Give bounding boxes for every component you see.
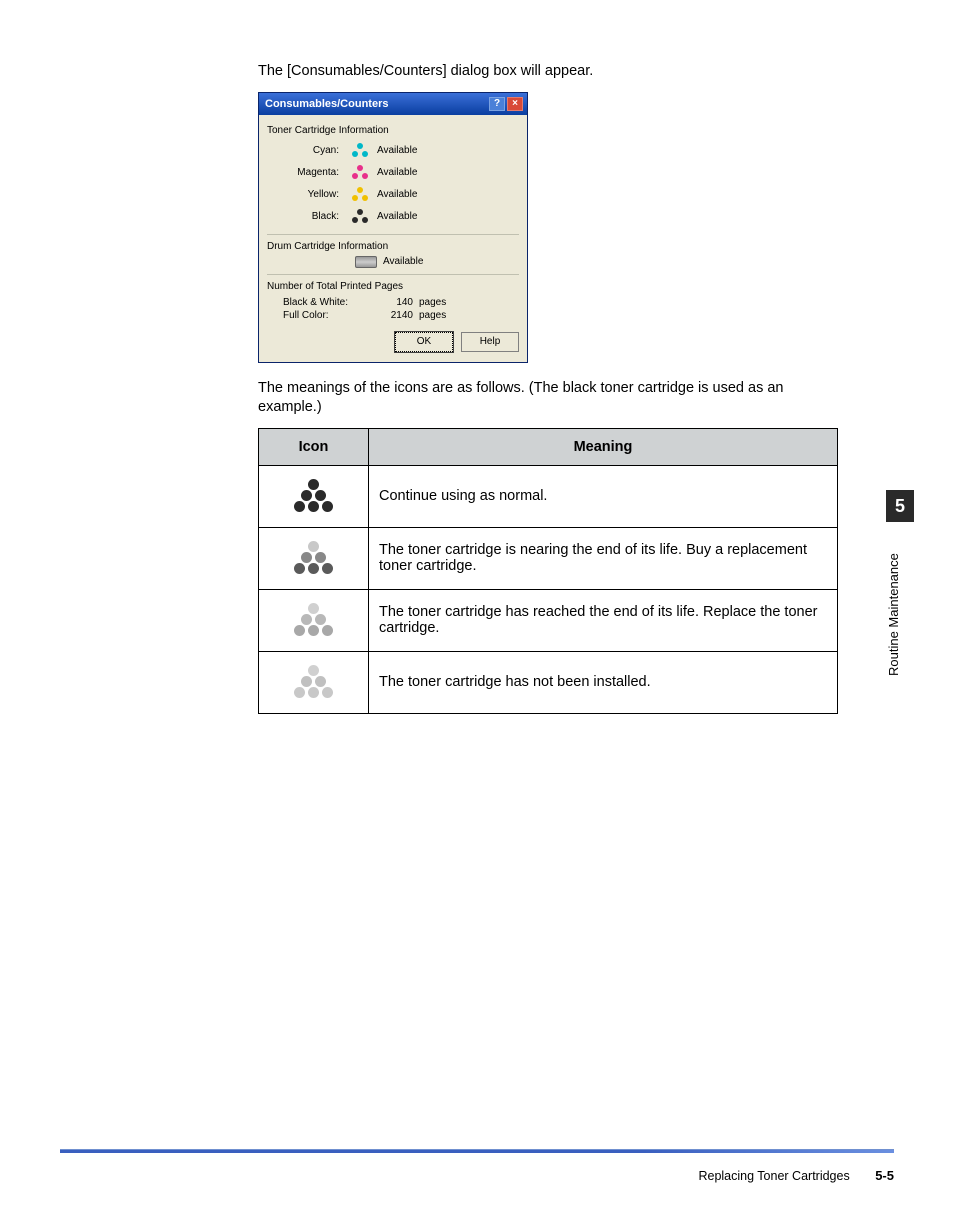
drum-icon [355,256,377,268]
toner-label: Yellow: [267,189,349,200]
toner-status-icon [294,541,334,575]
count-section-label: Number of Total Printed Pages [267,281,519,292]
drum-section-label: Drum Cartridge Information [267,241,519,252]
footer-page: 5-5 [875,1168,894,1183]
bw-unit: pages [419,297,446,308]
side-tab: 5 Routine Maintenance [886,490,914,700]
table-row: The toner cartridge is nearing the end o… [259,527,838,589]
toner-row: Magenta: Available [267,162,519,184]
footer: Replacing Toner Cartridges 5-5 [698,1168,894,1183]
toner-section-label: Toner Cartridge Information [267,125,519,136]
toner-status: Available [371,211,417,222]
table-row: Continue using as normal. [259,465,838,527]
toner-rows: Cyan: Available Magenta: Available Yellow: Av… [267,140,519,228]
toner-status: Available [371,167,417,178]
ok-button[interactable]: OK [395,332,453,352]
toner-label: Cyan: [267,145,349,156]
toner-status-icon [294,603,334,637]
meanings-intro: The meanings of the icons are as follows… [258,379,838,418]
color-unit: pages [419,310,446,321]
toner-dots-icon [349,208,371,226]
toner-dots-icon [349,186,371,204]
toner-dots-icon [349,164,371,182]
color-count-row: Full Color: 2140 pages [267,309,519,322]
icon-cell [259,527,369,589]
footer-section: Replacing Toner Cartridges [698,1169,849,1183]
toner-label: Black: [267,211,349,222]
bw-value: 140 [375,297,419,308]
icon-cell [259,465,369,527]
bw-label: Black & White: [283,297,375,308]
bw-count-row: Black & White: 140 pages [267,296,519,309]
icon-cell [259,651,369,713]
meaning-cell: The toner cartridge is nearing the end o… [369,527,838,589]
help-button[interactable]: Help [461,332,519,352]
meanings-table: Icon Meaning Continue using as normal.Th… [258,428,838,714]
chapter-label: Routine Maintenance [886,530,914,700]
consumables-dialog: Consumables/Counters ? × Toner Cartridge… [258,92,528,363]
intro-text: The [Consumables/Counters] dialog box wi… [258,62,838,82]
toner-dots-icon [349,142,371,160]
toner-row: Black: Available [267,206,519,228]
divider [267,274,519,275]
toner-status-icon [294,665,334,699]
dialog-help-button[interactable]: ? [489,97,505,111]
chapter-number: 5 [886,490,914,522]
divider [267,234,519,235]
toner-row: Cyan: Available [267,140,519,162]
toner-row: Yellow: Available [267,184,519,206]
drum-row: Available [267,256,519,268]
footer-rule [60,1149,894,1153]
dialog-title: Consumables/Counters [265,98,388,110]
dialog-titlebar: Consumables/Counters ? × [259,93,527,115]
meaning-cell: The toner cartridge has not been install… [369,651,838,713]
toner-status: Available [371,145,417,156]
header-meaning: Meaning [369,428,838,465]
toner-status: Available [371,189,417,200]
dialog-close-button[interactable]: × [507,97,523,111]
table-row: The toner cartridge has not been install… [259,651,838,713]
drum-status: Available [377,256,423,267]
meaning-cell: The toner cartridge has reached the end … [369,589,838,651]
toner-status-icon [294,479,334,513]
header-icon: Icon [259,428,369,465]
table-row: The toner cartridge has reached the end … [259,589,838,651]
toner-label: Magenta: [267,167,349,178]
color-label: Full Color: [283,310,375,321]
color-value: 2140 [375,310,419,321]
icon-cell [259,589,369,651]
meaning-cell: Continue using as normal. [369,465,838,527]
